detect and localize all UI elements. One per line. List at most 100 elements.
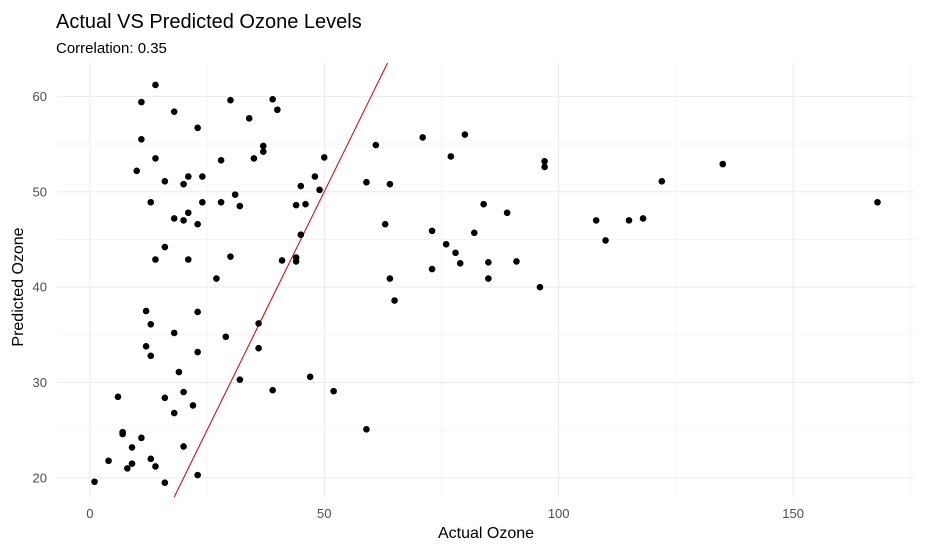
data-point (452, 249, 459, 257)
data-point (316, 186, 323, 194)
data-point (194, 124, 201, 132)
data-point (170, 215, 178, 222)
data-point (330, 387, 337, 395)
data-point (161, 479, 169, 486)
data-point (161, 177, 169, 185)
y-tick-label: 50 (33, 184, 47, 199)
data-point (236, 202, 244, 210)
data-point (133, 167, 141, 175)
data-point (194, 220, 201, 228)
y-tick-label: 60 (33, 89, 47, 104)
data-point (147, 455, 155, 463)
data-point (199, 173, 206, 180)
y-tick-label: 20 (33, 470, 47, 485)
data-point (147, 352, 155, 360)
data-point (480, 200, 487, 208)
x-tick-label: 150 (782, 506, 804, 521)
data-point (485, 259, 492, 266)
data-point (91, 478, 98, 486)
data-point (180, 388, 187, 396)
data-point (217, 156, 225, 164)
data-point (245, 115, 253, 122)
data-point (302, 200, 309, 208)
data-point (447, 153, 455, 160)
data-point (119, 430, 126, 438)
data-point (658, 177, 666, 185)
data-point (292, 258, 300, 265)
data-point (297, 182, 305, 190)
x-tick-label: 50 (317, 506, 331, 521)
data-point (306, 373, 314, 381)
data-point (180, 217, 187, 224)
data-point (274, 106, 281, 114)
data-point (442, 240, 450, 248)
data-point (639, 215, 647, 222)
reference-line (173, 62, 388, 498)
data-point (142, 342, 150, 350)
data-point (217, 198, 225, 206)
data-point (428, 265, 436, 273)
data-point (255, 320, 262, 327)
data-point (227, 96, 234, 104)
data-point (170, 409, 178, 417)
data-point (138, 98, 145, 106)
data-point (236, 376, 244, 383)
data-point (874, 198, 881, 206)
tick-labels: 0 50 100 150 20 30 40 50 60 (33, 89, 804, 521)
data-point (194, 348, 201, 356)
data-point (259, 142, 267, 150)
data-point (259, 148, 267, 156)
data-point (485, 275, 492, 282)
y-tick-label: 30 (33, 375, 47, 390)
data-point (114, 393, 122, 401)
grid (57, 63, 915, 497)
data-point (213, 275, 220, 282)
data-point (180, 443, 187, 450)
data-point (269, 95, 276, 103)
data-point (170, 329, 178, 337)
data-point (363, 425, 370, 433)
data-point (161, 243, 169, 251)
data-point (231, 191, 239, 198)
data-point (320, 154, 328, 161)
data-point (625, 217, 633, 224)
data-point (138, 136, 145, 143)
y-axis-title: Predicted Ozone (10, 227, 27, 346)
data-point (391, 297, 398, 304)
data-point (147, 321, 155, 328)
data-point (161, 394, 169, 402)
data-point (189, 402, 197, 409)
data-point (175, 368, 183, 376)
data-point (227, 253, 234, 260)
data-point (152, 81, 159, 89)
data-point (194, 471, 201, 479)
data-point (152, 463, 159, 470)
data-point (128, 460, 136, 467)
data-point (278, 257, 286, 264)
data-point (470, 229, 478, 237)
data-point (194, 308, 201, 316)
data-point (297, 231, 305, 238)
data-point (138, 434, 145, 442)
data-point (184, 173, 192, 180)
chart-subtitle: Correlation: 0.35 (56, 40, 167, 57)
data-point (386, 180, 394, 188)
data-point (105, 457, 112, 465)
data-point (142, 307, 150, 315)
data-point (363, 178, 370, 186)
data-point (180, 180, 187, 188)
data-point (222, 333, 230, 341)
data-point (541, 157, 548, 165)
data-point (128, 444, 136, 451)
data-point (428, 227, 436, 235)
data-point (536, 283, 544, 291)
x-axis-title: Actual Ozone (438, 525, 534, 542)
data-point (503, 209, 511, 217)
data-point (184, 256, 192, 263)
data-point (381, 220, 389, 228)
data-point (184, 209, 192, 217)
y-tick-label: 40 (33, 280, 47, 295)
points (91, 81, 881, 486)
x-tick-label: 100 (548, 506, 570, 521)
